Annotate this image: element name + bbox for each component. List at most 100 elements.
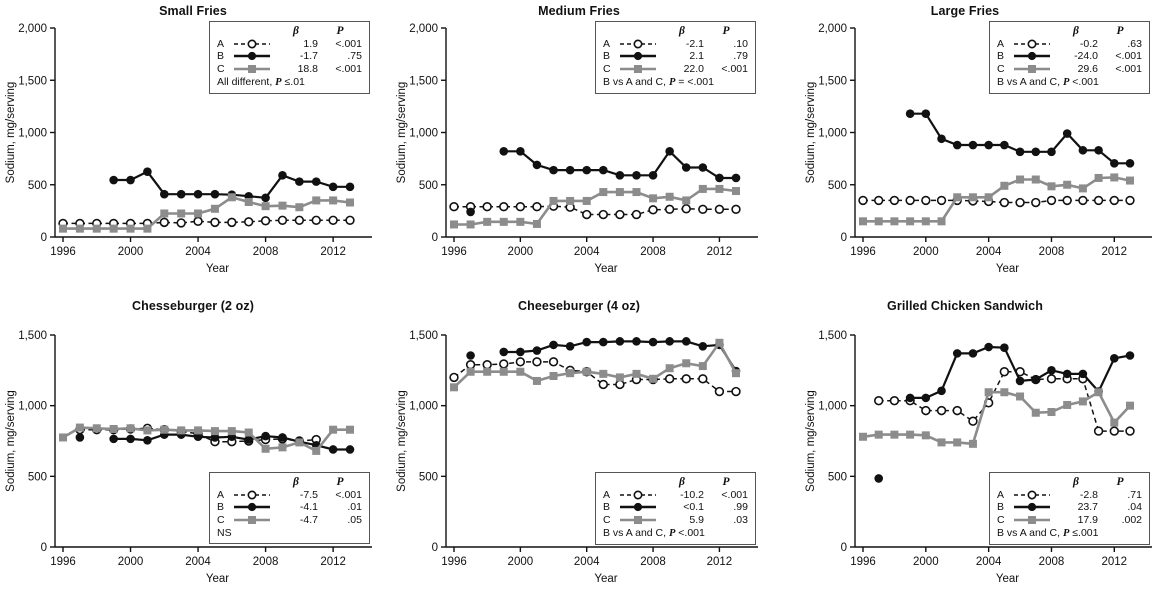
- x-axis-label: Year: [594, 263, 617, 275]
- legend-series-label: A: [997, 488, 1005, 501]
- data-point-open-circle: [328, 215, 338, 225]
- legend-p-value: .04: [1127, 501, 1142, 513]
- y-tick-label: 0: [841, 542, 847, 554]
- data-point-filled-circle: [549, 165, 558, 175]
- data-point-filled-circle: [984, 342, 993, 352]
- series-a-line: [449, 201, 741, 220]
- data-point-square: [210, 204, 219, 213]
- data-point-filled-circle: [1078, 145, 1088, 155]
- x-tick-label: 2004: [976, 556, 1002, 568]
- data-point-open-circle: [294, 215, 305, 225]
- legend-beta-header: β: [1073, 476, 1079, 488]
- data-point-filled-circle: [466, 207, 475, 217]
- legend-b-line-sample-icon: [618, 501, 660, 513]
- x-tick-label: 2000: [118, 556, 144, 568]
- y-axis-label: Sodium, mg/serving: [805, 82, 817, 184]
- data-point-filled-circle: [244, 435, 254, 444]
- data-point-filled-circle: [532, 346, 542, 355]
- x-tick-label: 1996: [850, 556, 876, 568]
- data-point-filled-circle: [1031, 147, 1041, 157]
- data-point-square: [126, 224, 135, 233]
- data-point-open-circle: [465, 359, 476, 370]
- data-point-open-circle: [227, 217, 237, 228]
- data-point-square: [632, 188, 641, 197]
- data-point-filled-circle: [1047, 147, 1056, 157]
- legend-p-value: <.001: [1115, 62, 1142, 75]
- legend-beta-value: -4.1: [299, 501, 318, 513]
- legend-c-line-sample-icon: [1012, 63, 1054, 75]
- data-point-filled-circle: [648, 337, 658, 347]
- legend-series-label: C: [603, 62, 611, 75]
- data-point-open-circle: [548, 357, 559, 367]
- data-point-filled-circle: [176, 189, 186, 199]
- data-point-filled-circle: [1094, 145, 1103, 155]
- y-axis-label: Sodium, mg/serving: [396, 82, 408, 184]
- x-tick-label: 2012: [707, 556, 733, 568]
- data-point-open-circle: [1031, 197, 1041, 208]
- data-point-filled-circle: [698, 342, 708, 351]
- data-point-square: [177, 209, 186, 218]
- series-b-line: [109, 167, 355, 203]
- legend-series-label: B: [217, 501, 225, 513]
- data-point-filled-circle: [952, 349, 962, 358]
- legend-b-line-sample-icon: [1012, 501, 1054, 513]
- panel-title: Small Fries: [159, 4, 227, 18]
- legend-beta-value: 23.7: [1077, 501, 1098, 513]
- legend-b-line-sample-icon: [232, 50, 274, 62]
- data-point-filled-circle: [159, 189, 169, 199]
- data-point-open-circle: [874, 195, 884, 206]
- legend-beta-value: 1.9: [303, 37, 318, 50]
- data-point-open-circle: [244, 217, 254, 227]
- data-point-open-circle: [499, 359, 509, 369]
- data-point-filled-circle: [109, 175, 118, 185]
- data-point-open-circle: [598, 209, 608, 220]
- data-point-open-circle: [889, 195, 900, 206]
- data-point-filled-circle: [598, 337, 608, 347]
- data-point-square: [1110, 418, 1119, 427]
- y-tick-label: 1,500: [18, 75, 47, 87]
- data-point-square: [278, 201, 287, 210]
- data-point-square: [75, 423, 84, 432]
- legend-beta-header: β: [293, 25, 299, 37]
- legend-header-spacer: [232, 476, 274, 488]
- data-point-open-circle: [681, 204, 691, 214]
- data-point-square: [126, 424, 135, 433]
- legend-c-line-sample-icon: [1012, 514, 1054, 526]
- y-tick-label: 0: [432, 542, 438, 554]
- legend-beta-value: -24.0: [1074, 50, 1098, 62]
- y-tick-label: 0: [432, 232, 438, 244]
- data-point-filled-circle: [328, 182, 338, 192]
- data-point-filled-circle: [126, 434, 135, 444]
- x-tick-label: 2008: [1039, 556, 1065, 568]
- data-point-filled-circle: [210, 189, 220, 199]
- data-point-square: [143, 426, 152, 435]
- data-point-filled-circle: [632, 171, 641, 180]
- legend-p-value: .63: [1127, 37, 1142, 50]
- data-point-square: [1047, 408, 1056, 417]
- data-point-square: [59, 433, 67, 442]
- data-point-open-circle: [968, 416, 978, 426]
- x-tick-label: 2008: [640, 246, 666, 258]
- data-point-square: [244, 197, 253, 206]
- data-point-square: [59, 224, 67, 233]
- legend-c-line-sample-icon: [232, 514, 274, 526]
- legend-p-value: .05: [347, 513, 362, 526]
- data-point-filled-circle: [193, 432, 203, 442]
- y-axis-label: Sodium, mg/serving: [5, 390, 17, 492]
- data-point-square: [1016, 392, 1025, 401]
- series-a-line: [874, 367, 1135, 436]
- legend-p-value: .71: [1127, 488, 1142, 501]
- data-point-square: [532, 219, 541, 228]
- y-tick-label: 1,000: [18, 401, 47, 413]
- panel-cheeseburger-2oz: 0 500 1,000 1,500 1996 2000 2004 2008 2012 Sodium…: [0, 295, 386, 590]
- data-point-filled-circle: [549, 340, 558, 350]
- legend-header-spacer: [232, 25, 274, 37]
- y-tick-label: 500: [419, 471, 438, 483]
- x-tick-label: 1996: [850, 246, 876, 258]
- data-point-open-circle: [615, 379, 625, 390]
- data-point-filled-circle: [126, 175, 135, 185]
- series-b-line: [75, 430, 355, 454]
- legend-a-line-sample-icon: [232, 38, 274, 50]
- series-b-line: [466, 147, 741, 217]
- data-point-square: [1063, 180, 1072, 189]
